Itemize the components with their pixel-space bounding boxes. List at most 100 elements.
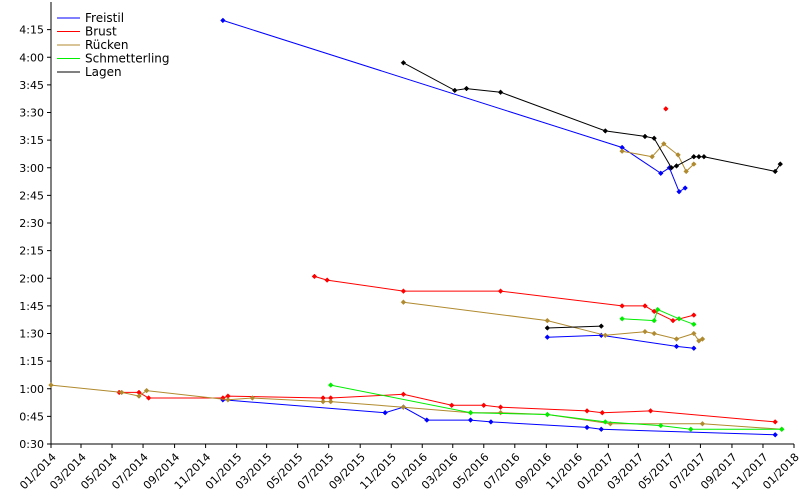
legend-label: Rücken (85, 38, 129, 52)
data-point (779, 426, 785, 433)
data-point (691, 312, 697, 318)
data-point (676, 188, 682, 195)
series-line (222, 19, 686, 193)
series-line (403, 62, 781, 172)
data-point (699, 336, 706, 342)
y-tick-label: 4:15 (19, 24, 44, 37)
data-point (658, 170, 664, 177)
y-tick-label: 3:00 (19, 162, 44, 175)
axes: 0:30 0:45 1:00 1:15 1:30 1:45 2:00 2:15 2:30 2:45… (17, 2, 800, 492)
data-point (599, 409, 606, 416)
data-point (673, 336, 680, 342)
y-tick-label: 1:15 (19, 355, 44, 368)
data-point (400, 404, 407, 410)
data-point (327, 382, 334, 388)
y-tick-label: 1:45 (19, 300, 44, 313)
data-point (497, 89, 504, 95)
data-point (619, 148, 625, 154)
data-point (598, 323, 605, 329)
data-point (584, 408, 590, 414)
data-point (136, 393, 142, 399)
data-point (772, 419, 778, 425)
series-line (547, 334, 694, 349)
y-tick-label: 2:00 (19, 272, 44, 285)
data-point (701, 153, 707, 160)
data-point (400, 288, 407, 294)
data-point (651, 317, 657, 324)
data-point (463, 85, 470, 92)
data-point (699, 420, 706, 427)
y-tick-label: 1:00 (19, 383, 44, 396)
data-point (651, 330, 657, 337)
data-point (220, 17, 226, 24)
data-point (642, 303, 648, 309)
y-tick-label: 2:15 (19, 245, 44, 258)
data-point (691, 161, 697, 167)
series-lagen (400, 60, 784, 331)
legend-label: Lagen (85, 65, 122, 79)
data-point (488, 419, 494, 425)
y-tick-label: 3:30 (19, 107, 44, 120)
legend-label: Schmetterling (85, 52, 170, 66)
data-point (670, 317, 676, 324)
data-point (668, 164, 675, 171)
legend-label: Brust (85, 25, 117, 39)
data-point (682, 185, 688, 191)
y-tick-label: 4:00 (19, 51, 44, 64)
data-point (619, 316, 625, 322)
y-tick-label: 2:30 (19, 217, 44, 230)
data-point (777, 161, 784, 167)
y-tick-label: 3:15 (19, 134, 44, 147)
data-point (602, 332, 609, 339)
data-point (481, 402, 487, 409)
data-point (544, 411, 551, 418)
data-point (497, 409, 504, 416)
data-point (602, 419, 609, 425)
data-point (467, 417, 474, 423)
data-point (118, 389, 125, 396)
legend-label: Freistil (85, 11, 124, 25)
data-point (673, 343, 680, 350)
series-rücken (48, 141, 785, 433)
y-tick-label: 0:45 (19, 410, 44, 423)
data-point (311, 273, 318, 280)
data-point (658, 422, 664, 429)
data-point (651, 308, 657, 315)
series-freistil (220, 17, 778, 438)
data-point (448, 402, 455, 409)
data-point (691, 321, 697, 328)
data-point (382, 409, 388, 416)
series-schmetterling (327, 306, 785, 433)
data-point (544, 334, 551, 340)
y-tick-label: 0:30 (19, 438, 44, 451)
data-point (452, 87, 458, 94)
data-point (324, 277, 330, 283)
data-point (772, 168, 778, 175)
data-point (225, 397, 231, 403)
data-point (696, 338, 702, 344)
data-point (675, 152, 681, 158)
data-point (691, 345, 697, 351)
data-point (143, 387, 150, 394)
data-point (598, 426, 605, 433)
data-point (772, 432, 778, 438)
data-point (683, 168, 689, 175)
series-line (622, 143, 695, 173)
data-point (544, 317, 551, 324)
series-line (547, 325, 602, 329)
data-point (497, 404, 504, 410)
data-point (145, 395, 152, 401)
data-point (688, 426, 694, 433)
series-line (50, 384, 782, 430)
series-brust (116, 106, 778, 425)
data-point (400, 391, 407, 398)
data-point (400, 60, 407, 66)
data-point (676, 316, 682, 322)
data-point (619, 303, 625, 309)
data-point (661, 141, 667, 147)
data-point (647, 408, 654, 414)
data-point (48, 382, 54, 388)
